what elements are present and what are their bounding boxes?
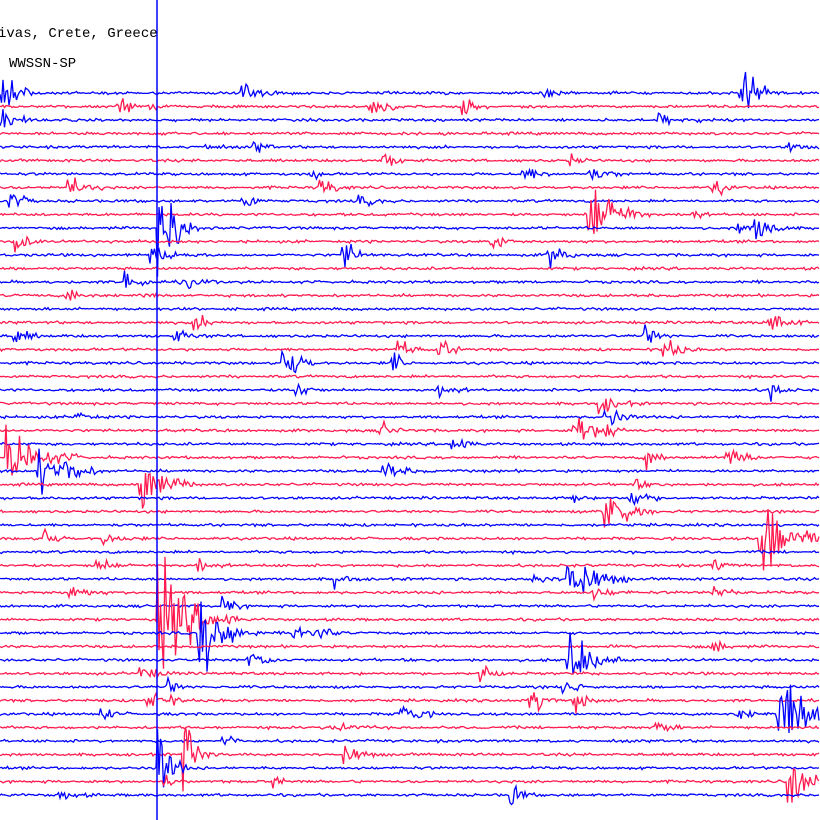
trace [0, 632, 820, 675]
trace [0, 728, 820, 792]
trace [0, 202, 820, 277]
trace [0, 735, 820, 746]
trace [0, 684, 820, 734]
trace [0, 639, 820, 652]
trace [0, 130, 820, 137]
traces [0, 71, 820, 806]
trace [0, 424, 820, 476]
trace [0, 177, 820, 197]
trace [0, 549, 820, 556]
trace [0, 729, 820, 788]
trace [0, 194, 820, 208]
trace [0, 397, 820, 415]
trace [0, 141, 820, 154]
trace [0, 437, 820, 450]
trace [0, 265, 820, 272]
trace [0, 492, 820, 507]
trace [0, 153, 820, 167]
trace [0, 675, 820, 695]
trace [0, 243, 820, 269]
trace [0, 418, 820, 440]
trace [0, 473, 820, 509]
trace [0, 448, 820, 495]
trace [0, 556, 820, 669]
trace [0, 349, 820, 374]
trace [0, 167, 820, 182]
trace [0, 109, 820, 128]
trace [0, 691, 820, 714]
trace [0, 783, 820, 806]
trace [0, 235, 820, 253]
trace [0, 314, 820, 331]
trace [0, 498, 820, 528]
trace [0, 98, 820, 116]
trace [0, 324, 820, 343]
trace [0, 339, 820, 357]
trace [0, 601, 819, 672]
trace [0, 71, 820, 109]
trace [0, 306, 820, 312]
trace [0, 382, 820, 402]
trace [0, 557, 820, 572]
trace [0, 595, 820, 611]
trace [0, 767, 820, 803]
trace [0, 373, 820, 380]
trace [0, 270, 820, 290]
trace [0, 586, 820, 602]
trace [0, 408, 820, 427]
trace [0, 565, 820, 594]
station-label: ivas, Crete, Greece [0, 26, 158, 42]
trace [0, 509, 820, 571]
trace [0, 189, 820, 234]
trace [0, 289, 820, 301]
trace [0, 522, 820, 528]
instrument-label: WWSSN-SP [9, 56, 76, 72]
trace [0, 664, 820, 683]
trace [0, 721, 820, 733]
